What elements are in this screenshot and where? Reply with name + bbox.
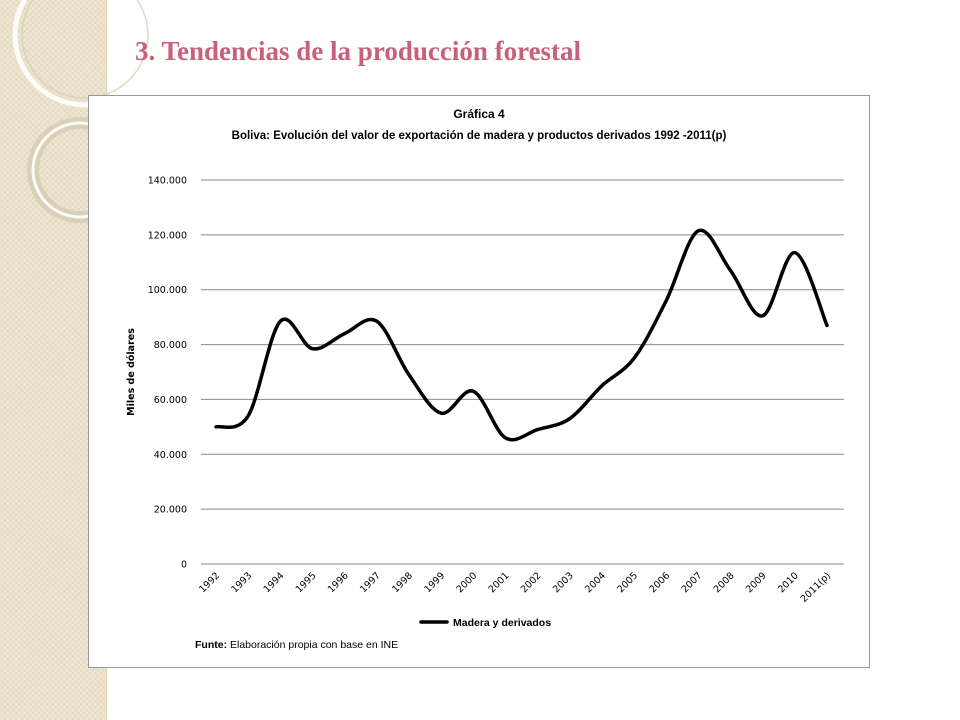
data-point	[343, 332, 346, 335]
data-point	[697, 229, 700, 232]
legend-label: Madera y derivados	[453, 617, 551, 629]
x-tick-label: 1997	[358, 570, 383, 595]
x-tick-label: 2006	[647, 570, 672, 595]
data-point	[568, 417, 571, 420]
data-point	[375, 320, 378, 323]
line-chart: Gráfica 4 Boliva: Evolución del valor de …	[126, 107, 844, 629]
x-tick-label: 1995	[294, 570, 319, 595]
x-tick-label: 2005	[615, 570, 640, 595]
data-point	[504, 436, 507, 440]
data-point	[214, 425, 218, 429]
y-axis-label: Miles de dólares	[126, 328, 137, 416]
source-text: Elaboración propia con base en INE	[227, 639, 399, 651]
x-tick-label: 2008	[712, 570, 737, 595]
y-tick-label: 60.000	[154, 395, 187, 406]
y-tick-label: 140.000	[148, 176, 187, 187]
source-label: Funte:	[195, 639, 228, 651]
data-point	[472, 390, 475, 393]
chart-subtitle: Boliva: Evolución del valor de exportaci…	[232, 130, 727, 142]
data-point	[279, 320, 282, 323]
x-tick-label: 1993	[229, 570, 254, 595]
data-point	[536, 428, 539, 431]
source-note: Funte: Elaboración propia con base en IN…	[195, 639, 398, 651]
data-point	[246, 414, 250, 418]
x-tick-label: 2004	[583, 570, 608, 595]
data-point	[761, 314, 764, 317]
data-point	[600, 384, 604, 387]
data-point	[632, 357, 636, 360]
x-tick-label: 2010	[776, 570, 801, 595]
chart-frame: Gráfica 4 Boliva: Evolución del valor de …	[88, 95, 870, 668]
y-tick-label: 100.000	[148, 285, 187, 296]
series-line	[214, 228, 829, 442]
x-tick-label: 1998	[390, 570, 415, 595]
x-tick-label: 1992	[197, 570, 222, 595]
x-tick-label: 2003	[551, 570, 576, 595]
x-tick-label: 2011(p)	[799, 570, 833, 604]
x-tick-label: 2002	[519, 570, 544, 595]
x-tick-label: 2001	[487, 570, 512, 595]
x-tick-label: 1999	[422, 570, 447, 595]
slide-title: 3. Tendencias de la producción forestal	[135, 36, 582, 66]
data-point	[793, 251, 797, 254]
x-tick-label: 2009	[744, 570, 769, 595]
data-point	[439, 411, 443, 415]
data-point	[407, 373, 411, 376]
y-tick-label: 120.000	[148, 230, 187, 241]
x-tick-label: 2007	[680, 570, 705, 595]
x-tick-label: 1994	[262, 570, 287, 595]
y-tick-label: 40.000	[154, 450, 187, 461]
y-tick-label: 80.000	[154, 340, 187, 351]
data-point	[311, 347, 314, 350]
data-point	[825, 324, 829, 327]
y-tick-label: 0	[181, 560, 187, 571]
data-point	[665, 299, 668, 302]
x-tick-label: 2000	[455, 570, 480, 595]
y-tick-label: 20.000	[154, 505, 187, 516]
data-point	[729, 269, 732, 272]
chart-title: Gráfica 4	[453, 107, 505, 121]
x-tick-label: 1996	[326, 570, 351, 595]
